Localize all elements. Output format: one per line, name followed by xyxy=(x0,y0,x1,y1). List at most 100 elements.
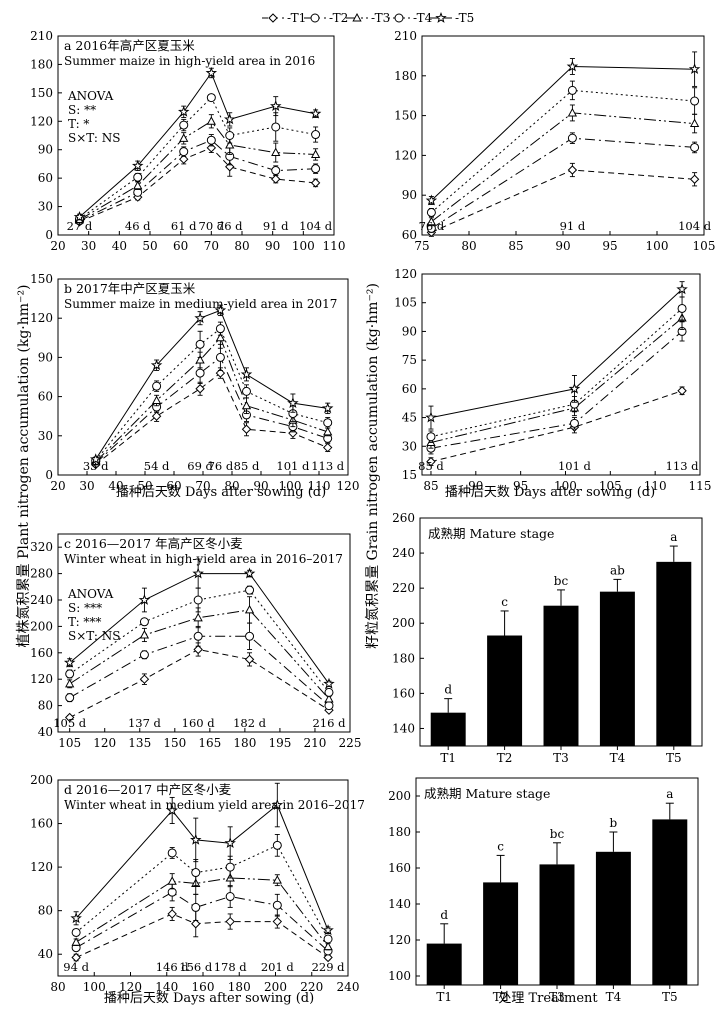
bar-t2 xyxy=(487,635,523,746)
series-t2 xyxy=(426,132,700,233)
data-point xyxy=(65,678,75,688)
y-tick-label: 75 xyxy=(402,353,417,367)
legend-marker xyxy=(268,13,278,23)
data-point xyxy=(241,424,252,434)
y-tick-label: 180 xyxy=(388,825,411,839)
data-point xyxy=(426,207,436,217)
data-point xyxy=(271,174,281,184)
data-point xyxy=(73,210,86,222)
series-t4 xyxy=(91,321,333,466)
data-point xyxy=(167,887,177,897)
y-tick-label: 120 xyxy=(388,933,411,947)
y-tick-label: 90 xyxy=(38,143,53,157)
day-label: 76 d xyxy=(208,459,234,473)
data-point xyxy=(225,162,235,172)
data-point xyxy=(566,60,579,72)
data-point xyxy=(310,178,321,188)
series-line-t1 xyxy=(79,147,316,223)
x-tick-label: T3 xyxy=(553,751,569,765)
series-line-t2 xyxy=(430,331,683,449)
data-point xyxy=(139,674,150,684)
series-t3 xyxy=(74,114,321,224)
data-point xyxy=(676,283,688,295)
y-tick-label: 160 xyxy=(30,817,53,831)
y-tick-label: 60 xyxy=(402,228,417,242)
data-point xyxy=(690,142,700,152)
day-label: 101 d xyxy=(558,459,592,473)
data-point xyxy=(426,432,436,442)
series-line-t2 xyxy=(75,891,329,952)
data-point xyxy=(133,180,143,190)
plot-frame xyxy=(57,533,351,733)
data-point xyxy=(71,952,81,963)
series-t5 xyxy=(425,51,701,206)
day-label: 229 d xyxy=(312,960,346,974)
data-point xyxy=(243,567,256,579)
bar-t4 xyxy=(599,591,635,746)
day-label: 178 d xyxy=(214,960,248,974)
x-tick-label: 30 xyxy=(79,479,94,493)
y-tick-label: 120 xyxy=(394,148,417,162)
data-point xyxy=(195,354,205,364)
x-tick-label: T3 xyxy=(549,990,565,1004)
x-tick-label: 135 xyxy=(128,736,151,750)
series-line-t1 xyxy=(75,913,329,958)
series-t5 xyxy=(425,281,688,430)
significance-letter: b xyxy=(610,816,618,830)
significance-letter: c xyxy=(497,839,504,853)
day-label: 27 d xyxy=(67,219,93,233)
y-tick-label: 45 xyxy=(402,411,417,425)
y-tick-label: 100 xyxy=(388,969,411,983)
series-line-t4 xyxy=(75,844,329,940)
panel-c-right: 140 160 180 200 220 240 260 d T1 c T2 bc T3 ab T4 a T5 成熟… xyxy=(392,511,703,765)
data-point xyxy=(193,595,203,605)
panel-title: b 2017年中产区夏玉米 xyxy=(64,281,196,296)
data-point xyxy=(215,324,225,334)
anova-line: S×T: NS xyxy=(68,131,120,145)
y-tick-label: 90 xyxy=(402,324,417,338)
x-tick-label: 80 xyxy=(224,479,239,493)
data-point xyxy=(568,382,581,394)
data-point xyxy=(321,402,334,414)
y-tick-label: 120 xyxy=(30,114,53,128)
data-point xyxy=(195,384,205,394)
series-line-t5 xyxy=(79,71,316,218)
significance-letter: bc xyxy=(554,574,569,588)
data-point xyxy=(323,677,335,689)
y-tick-label: 220 xyxy=(392,581,415,595)
legend-marker xyxy=(310,13,320,23)
data-point xyxy=(71,927,81,937)
day-label: 91 d xyxy=(263,219,289,233)
data-point xyxy=(206,135,216,145)
series-line-t2 xyxy=(79,139,316,222)
series-line-t5 xyxy=(431,65,695,201)
panel-b-left: 20 30 40 50 60 70 80 90 100 110 120 0 30 60 90 120 150 33… xyxy=(30,272,359,493)
bar-t1 xyxy=(430,712,466,746)
data-point xyxy=(166,804,178,816)
y-tick-label: 120 xyxy=(394,267,417,281)
x-tick-label: 100 xyxy=(279,479,302,493)
data-point xyxy=(323,426,333,436)
data-point xyxy=(244,654,255,665)
panel-b-right: 85 90 95 100 105 110 115 15 30 45 60 75 90 105 120 85 d… xyxy=(394,267,711,493)
x-tick-label: T2 xyxy=(493,990,509,1004)
day-label: 104 d xyxy=(299,219,333,233)
data-point xyxy=(324,687,334,697)
anova-line: T: * xyxy=(68,117,89,131)
data-point xyxy=(271,799,284,810)
data-point xyxy=(65,669,75,679)
data-point xyxy=(240,368,253,380)
x-tick-label: 100 xyxy=(554,479,577,493)
data-point xyxy=(167,876,177,885)
data-point xyxy=(324,693,334,703)
x-tick-label: 105 xyxy=(58,736,81,750)
anova-title: ANOVA xyxy=(67,587,114,601)
series-t4 xyxy=(65,585,334,697)
y-tick-label: 180 xyxy=(394,69,417,83)
data-point xyxy=(214,304,227,316)
data-point xyxy=(690,96,700,106)
data-point xyxy=(323,418,333,428)
anova-line: S×T: NS xyxy=(68,629,120,643)
data-point xyxy=(167,848,177,858)
y-tick-label: 30 xyxy=(38,429,53,443)
